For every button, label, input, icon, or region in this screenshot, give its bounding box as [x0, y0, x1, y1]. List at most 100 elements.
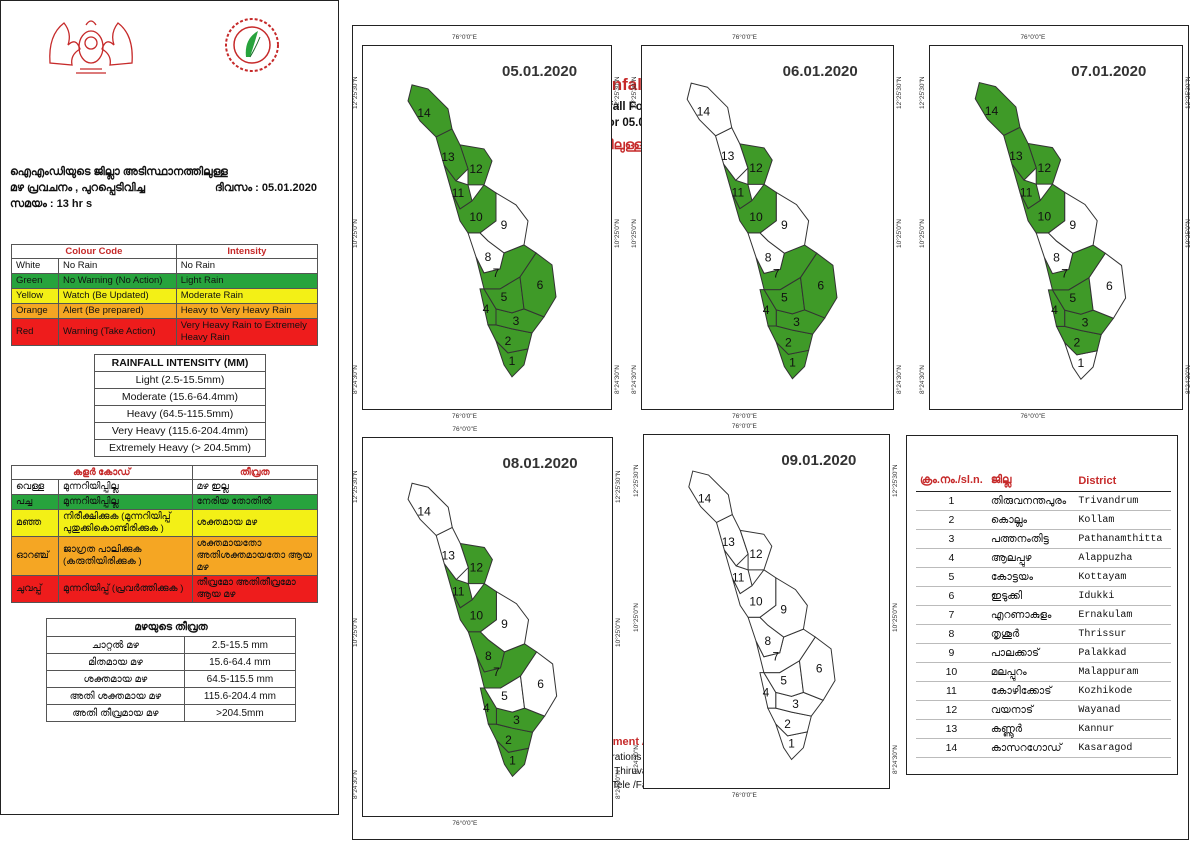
- district-number-label: 7: [772, 650, 779, 664]
- district-number-label: 5: [501, 689, 508, 703]
- district-number-label: 2: [785, 335, 792, 349]
- colour-intensity: ശക്തമായതോ അതിശക്തമായതോ ആയ മഴ: [191, 536, 319, 576]
- latitude-tick-right: 10°25'0"N: [892, 602, 899, 632]
- intensity-header: Intensity: [175, 244, 319, 259]
- latitude-tick-left: 12°25'30"N: [631, 76, 638, 109]
- district-number-label: 7: [1061, 267, 1068, 281]
- colour-code-table: Colour Code Intensity White No Rain No Rai…: [11, 244, 319, 346]
- district-number-label: 7: [493, 665, 500, 679]
- district-number: 4: [916, 548, 987, 568]
- district-name-mal: പാലക്കാട്: [986, 643, 1075, 663]
- district-number-label: 14: [417, 106, 431, 120]
- district-number-label: 13: [441, 150, 455, 164]
- intensity-row-mal: ശക്തമായ മഴ 64.5-115.5 mm: [46, 670, 297, 688]
- district-number-label: 12: [1038, 161, 1052, 175]
- district-name-mal: പത്തനംതിട്ട: [986, 529, 1075, 549]
- district-number-label: 10: [470, 609, 484, 623]
- latitude-tick-right: 12°25'30"N: [1185, 76, 1192, 109]
- district-number-label: 11: [731, 185, 744, 199]
- latitude-tick-right: 10°25'0"N: [614, 218, 621, 248]
- district-number-label: 4: [1051, 303, 1058, 317]
- intensity-row-mal: ചാറ്റൽ മഴ 2.5-15.5 mm: [46, 636, 297, 654]
- district-number-label: 2: [505, 733, 512, 747]
- district-row: 6 ഇടുക്കി Idukki: [916, 586, 1171, 606]
- district-name: Thrissur: [1074, 624, 1171, 644]
- colour-name: Orange: [11, 303, 59, 319]
- district-14-region: [688, 470, 733, 524]
- latitude-tick-left: 8°24'30"N: [919, 364, 926, 394]
- longitude-tick-top: 76°0'0"E: [731, 423, 757, 430]
- map-date-label: 06.01.2020: [782, 63, 858, 80]
- colour-intensity: Light Rain: [175, 273, 319, 289]
- district-name-mal: കൊല്ലം: [986, 510, 1075, 530]
- colour-name: പച്ച: [11, 494, 59, 510]
- colour-meaning: നിരീക്ഷിക്കുക (മുന്നറിയിപ്പ് പുതുക്കികൊണ…: [58, 509, 193, 537]
- district-number-label: 1: [509, 753, 516, 767]
- district-row: 2 കൊല്ലം Kollam: [916, 510, 1171, 530]
- info-line-1: ഐഎംഡിയുടെ ജില്ലാ അടിസ്ഥാനത്തിലുള്ള: [10, 166, 228, 178]
- longitude-tick-bottom: 76°0'0"E: [1020, 413, 1046, 420]
- district-number-label: 11: [1020, 185, 1033, 199]
- district-name: Palakkad: [1074, 643, 1171, 663]
- district-number: 7: [916, 605, 987, 625]
- colour-code-row: Red Warning (Take Action) Very Heavy Rain …: [11, 318, 319, 346]
- colour-meaning: Warning (Take Action): [58, 318, 177, 346]
- colour-code-mal-row: വെള്ള മുന്നറിയിപ്പില്ല മഴ ഇല്ല: [11, 479, 319, 495]
- district-name: Ernakulam: [1074, 605, 1171, 625]
- district-number-label: 5: [780, 673, 787, 687]
- district-name: Kozhikode: [1074, 681, 1171, 701]
- colour-code-row: Orange Alert (Be prepared) Heavy to Very H…: [11, 303, 319, 319]
- colour-intensity: തീവ്രമോ അതിതീവ്രമോ ആയ മഴ: [191, 575, 319, 603]
- latitude-tick-right: 12°25'30"N: [614, 76, 621, 109]
- colour-intensity: Very Heavy Rain to Extremely Heavy Rain: [175, 318, 319, 346]
- colour-code-mal-row: മഞ്ഞ നിരീക്ഷിക്കുക (മുന്നറിയിപ്പ് പുതുക്ക…: [11, 509, 319, 537]
- intensity-row: Light (2.5-15.5mm): [94, 371, 266, 389]
- latitude-tick-left: 8°24'30"N: [633, 744, 640, 774]
- intensity-range-mal: >204.5mm: [183, 704, 297, 722]
- latitude-tick-right: 10°25'0"N: [1185, 218, 1192, 248]
- colour-intensity: No Rain: [175, 258, 319, 274]
- district-number-label: 9: [1069, 218, 1076, 232]
- longitude-tick-top: 76°0'0"E: [452, 426, 478, 433]
- colour-code-row: Green No Warning (No Action) Light Rain: [11, 273, 319, 289]
- district-number: 5: [916, 567, 987, 587]
- latitude-tick-left: 10°25'0"N: [352, 218, 359, 248]
- legend-panel: District Wise Rainfall Forecast IMD's Di…: [0, 0, 759, 815]
- district-number: 6: [916, 586, 987, 606]
- colour-code-table-malayalam: കളർ കോഡ് തീവ്രത വെള്ള മുന്നറിയിപ്പില്ല മഴ …: [11, 465, 319, 603]
- district-14-region: [686, 82, 733, 137]
- district-number-label: 7: [773, 266, 780, 280]
- district-name-mal: വയനാട്: [986, 700, 1075, 720]
- district-number-label: 5: [781, 291, 788, 305]
- district-number-label: 6: [816, 662, 823, 676]
- district-name-mal: കാസറഗോഡ്: [986, 738, 1075, 758]
- colour-name: ചുവപ്പ്: [11, 575, 59, 603]
- longitude-tick-bottom: 76°0'0"E: [452, 413, 477, 420]
- colour-name: വെള്ള: [11, 479, 59, 495]
- district-number-label: 5: [501, 290, 508, 304]
- colour-meaning: Alert (Be prepared): [58, 303, 177, 319]
- district-number-label: 1: [788, 737, 795, 751]
- intensity-row: Extremely Heavy (> 204.5mm): [94, 439, 266, 457]
- colour-intensity: നേരിയ തോതിൽ: [191, 494, 319, 510]
- longitude-tick-top: 76°0'0"E: [452, 34, 477, 41]
- district-number-label: 3: [513, 713, 520, 727]
- intensity-name-mal: മിതമായ മഴ: [46, 653, 185, 671]
- district-number: 13: [916, 719, 987, 739]
- map-frame: [641, 45, 894, 410]
- district-number-label: 8: [485, 250, 492, 264]
- district-name-mal: ആലപ്പുഴ: [986, 548, 1075, 568]
- district-number-label: 3: [1082, 315, 1089, 329]
- district-number-label: 4: [483, 302, 490, 316]
- colour-code-mal-row: പച്ച മുന്നറിയിപ്പില്ല നേരിയ തോതിൽ: [11, 494, 319, 510]
- district-number-label: 6: [817, 279, 824, 293]
- longitude-tick-top: 76°0'0"E: [1020, 34, 1046, 41]
- latitude-tick-left: 10°25'0"N: [631, 218, 638, 248]
- district-number-label: 2: [505, 334, 512, 348]
- map-frame: [362, 437, 613, 817]
- latitude-tick-left: 12°25'30"N: [919, 76, 926, 109]
- district-4-region: [759, 672, 777, 709]
- district-4-region: [479, 288, 497, 326]
